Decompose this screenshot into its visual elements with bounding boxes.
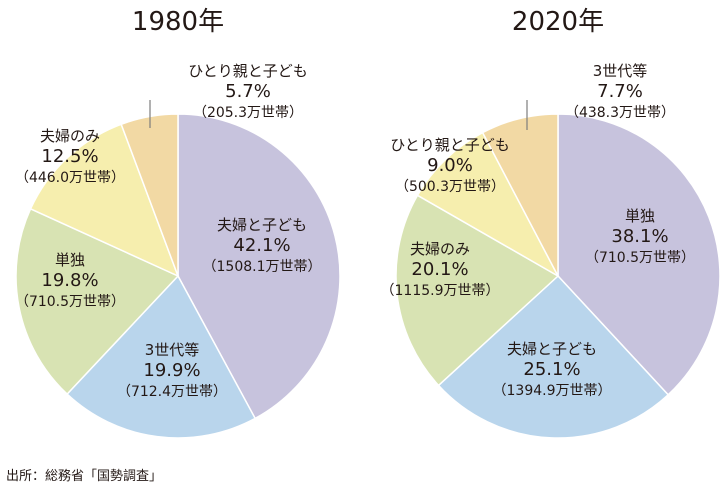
slice-label-households: （446.0万世帯） — [15, 170, 125, 186]
pie-slice — [15, 207, 180, 396]
slice-label-households: （712.4万世帯） — [117, 384, 227, 400]
pie-slice — [416, 131, 560, 278]
pie-slice — [29, 123, 180, 278]
pie-slice — [177, 113, 341, 420]
slice-label-households: （710.5万世帯） — [585, 250, 695, 266]
chart-title: 2020年 — [512, 7, 604, 37]
source-note: 出所：総務省「国勢調査」 — [6, 469, 163, 484]
slice-label-name: 単独 — [625, 207, 655, 225]
pie-slice — [66, 274, 257, 439]
slice-label-name: 夫婦と子ども — [217, 216, 307, 234]
slice-label-percent: 12.5% — [41, 146, 98, 167]
slice-label-name: 3世代等 — [145, 341, 200, 359]
slice-label-name: 夫婦のみ — [410, 240, 470, 258]
slice-label-percent: 38.1% — [611, 226, 668, 247]
slice-label-percent: 42.1% — [233, 235, 290, 256]
slice-label-name: ひとり親と子ども — [390, 136, 510, 154]
slice-label-percent: 19.8% — [41, 270, 98, 291]
slice-label-name: 夫婦のみ — [40, 127, 100, 145]
pie-slice — [557, 113, 720, 396]
slice-label-households: （1508.1万世帯） — [203, 259, 322, 275]
slice-label-percent: 5.7% — [225, 81, 271, 102]
slice-label-name: 単独 — [55, 251, 85, 269]
pie-slice — [481, 113, 559, 277]
slice-label-households: （710.5万世帯） — [15, 294, 125, 310]
slice-label-households: （205.3万世帯） — [193, 105, 303, 121]
slice-label-households: （1394.9万世帯） — [493, 383, 612, 399]
pie-slice — [395, 194, 560, 387]
slice-label-percent: 7.7% — [597, 81, 643, 102]
slice-label-percent: 25.1% — [523, 359, 580, 380]
slice-label-percent: 19.9% — [143, 360, 200, 381]
pie-slice — [437, 274, 670, 439]
chart-title: 1980年 — [132, 7, 224, 37]
slice-label-name: 夫婦と子ども — [507, 340, 597, 358]
slice-label-name: ひとり親と子ども — [188, 62, 308, 80]
slice-label-percent: 20.1% — [411, 259, 468, 280]
slice-label-households: （438.3万世帯） — [565, 105, 675, 121]
pie-slice — [120, 113, 179, 277]
slice-label-households: （1115.9万世帯） — [381, 283, 500, 299]
slice-label-name: 3世代等 — [593, 62, 648, 80]
slice-label-households: （500.3万世帯） — [395, 179, 505, 195]
slice-label-percent: 9.0% — [427, 155, 473, 176]
